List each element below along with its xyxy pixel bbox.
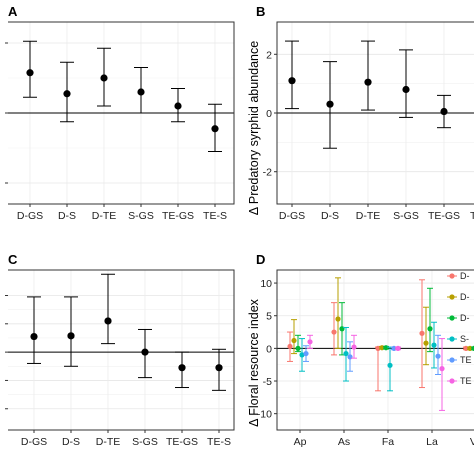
pD-legend-label: S- xyxy=(460,334,469,344)
pA-xtick-label: D-TE xyxy=(92,210,117,222)
pD-xtick-label: La xyxy=(426,436,438,448)
panel-d-ylabel: Δ Floral resource index xyxy=(247,298,261,427)
pC-point xyxy=(67,332,75,340)
pD-xtick-label: Ap xyxy=(294,436,307,448)
pD-point xyxy=(419,330,425,336)
pD-legend-key-point xyxy=(449,315,455,321)
pD-ytick-label: 5 xyxy=(266,311,272,323)
pC-xtick-label: S-GS xyxy=(132,436,158,448)
pD-point xyxy=(439,366,445,372)
pA-panel-border xyxy=(8,21,235,205)
pD-point xyxy=(347,354,353,360)
pA-point xyxy=(137,88,145,96)
pA-xtick-label: TE-S xyxy=(203,210,227,222)
panel-d-letter: D xyxy=(256,252,265,267)
pB-ytick-label: 2 xyxy=(266,49,272,61)
pA-xtick-label: D-S xyxy=(58,210,76,222)
pC-point xyxy=(104,317,112,325)
pB-point xyxy=(440,107,448,116)
pC-xtick-label: D-TE xyxy=(96,436,121,448)
pD-point xyxy=(335,316,341,322)
pC-xtick-label: TE-S xyxy=(207,436,231,448)
pA-point xyxy=(26,69,34,77)
pD-xtick-label: Fa xyxy=(382,436,394,448)
pD-legend-key-point xyxy=(449,357,455,363)
pD-legend-label: D- xyxy=(460,313,470,323)
pD-xtick-label: Ve xyxy=(470,436,474,448)
pA-xtick-label: D-GS xyxy=(17,210,43,222)
pD-point xyxy=(343,350,349,357)
pC-plot-bg xyxy=(8,270,234,430)
pD-ytick-label: -10 xyxy=(257,409,272,421)
pA-point xyxy=(174,102,182,110)
pD-point xyxy=(331,329,337,335)
pD-legend-key-point xyxy=(449,273,455,279)
panel-c-chart: D-GS D-S D-TE S-GS TE-GS TE-S xyxy=(5,269,235,448)
panel-a-chart: D-GS D-S D-TE S-GS TE-GS TE-S xyxy=(5,21,235,222)
pD-xtick-label: As xyxy=(338,436,350,448)
pD-point xyxy=(471,345,474,351)
pA-xtick-label: S-GS xyxy=(128,210,154,222)
pC-point xyxy=(178,364,186,372)
panel-c-letter: C xyxy=(8,252,18,267)
pB-xtick-label: TE-S xyxy=(470,210,474,222)
pD-point xyxy=(291,337,297,344)
pC-xtick-label: D-S xyxy=(62,436,80,448)
pD-ytick-label: 10 xyxy=(260,278,272,290)
pB-point xyxy=(288,77,296,85)
pB-point xyxy=(402,85,410,94)
pD-ytick-label: 0 xyxy=(266,343,272,355)
pA-point xyxy=(63,90,71,98)
pB-xtick-label: D-S xyxy=(321,210,339,222)
pA-xtick-label: TE-GS xyxy=(162,210,194,222)
pD-point xyxy=(307,339,313,345)
pD-legend-label: TE xyxy=(460,355,472,365)
pD-point xyxy=(287,343,293,350)
pC-panel-border xyxy=(8,269,235,431)
pD-panel-border xyxy=(276,269,474,431)
pD-point xyxy=(395,345,401,351)
pD-point xyxy=(387,362,393,368)
pD-legend-label: D- xyxy=(460,292,470,302)
pC-point xyxy=(141,348,149,356)
pA-point xyxy=(100,74,108,82)
pD-legend-label: TE xyxy=(460,376,472,386)
pD-legend-key-point xyxy=(449,294,455,300)
pD-legend-key-point xyxy=(449,336,455,342)
pC-point xyxy=(30,332,38,341)
pD-legend-key-point xyxy=(449,378,455,384)
pD-point xyxy=(299,352,305,358)
pD-point xyxy=(351,344,357,350)
pD-plot-bg xyxy=(277,270,474,430)
pB-xtick-label: TE-GS xyxy=(428,210,460,222)
pB-point xyxy=(326,100,334,108)
pD-point xyxy=(303,350,309,357)
pB-xtick-label: S-GS xyxy=(393,210,419,222)
pD-point xyxy=(423,340,429,346)
pC-point xyxy=(215,364,223,372)
pC-xtick-label: D-GS xyxy=(21,436,47,448)
pC-xtick-label: TE-GS xyxy=(166,436,198,448)
pB-xtick-label: D-TE xyxy=(356,210,381,222)
pB-ytick-label: 0 xyxy=(266,108,272,120)
pD-point xyxy=(375,345,381,351)
pD-ytick-label: -5 xyxy=(263,376,272,388)
pD-point xyxy=(339,326,345,332)
pD-point xyxy=(435,353,441,359)
panel-b-letter: B xyxy=(256,4,265,19)
panel-d-chart: -10 -5 0 5 10 Ap As Fa La Ve D- D- D- S- TE TE xyxy=(257,269,474,448)
pA-point xyxy=(211,125,219,133)
pD-point xyxy=(383,345,389,351)
panel-b-chart: -2 0 2 D-GS D-S D-TE S-GS TE-GS TE-S xyxy=(263,21,474,222)
panel-a-letter: A xyxy=(8,4,18,19)
pB-xtick-label: D-GS xyxy=(279,210,305,222)
pD-point xyxy=(431,342,437,348)
pD-legend-label: D- xyxy=(460,271,470,281)
pB-ytick-label: -2 xyxy=(263,167,272,179)
pB-point xyxy=(364,78,372,86)
panel-b-ylabel: Δ Predatory syrphid abundance xyxy=(247,41,261,215)
pD-point xyxy=(427,326,433,332)
pD-point xyxy=(295,345,301,351)
